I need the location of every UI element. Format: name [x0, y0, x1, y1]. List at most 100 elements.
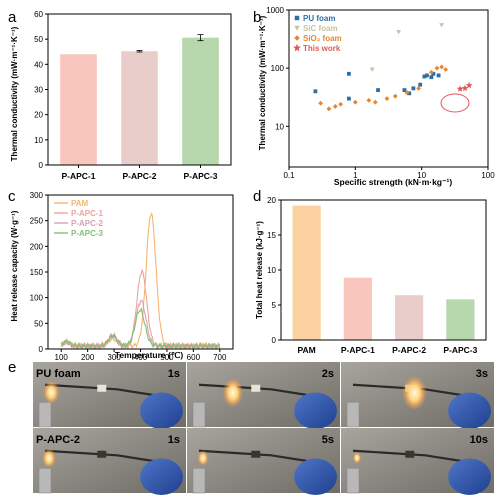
chart-b-xlabel: Specific strength (kN·m·kg⁻¹) — [334, 177, 452, 187]
scatter-point — [418, 82, 423, 87]
photo-time-label: 10s — [470, 434, 488, 446]
sample — [251, 384, 261, 392]
x-tick-label: 600 — [187, 353, 201, 362]
scatter-point — [326, 106, 332, 112]
y-tick-label: 0 — [39, 161, 44, 170]
x-tick-label: P-APC-1 — [61, 171, 95, 181]
y-tick-label: 40 — [34, 60, 43, 69]
chart-b-ylabel: Thermal conductivity (mW·m⁻¹·K⁻¹) — [258, 15, 267, 150]
y-tick-label: 10 — [267, 266, 276, 275]
scatter-point — [372, 99, 378, 105]
y-tick-label: 50 — [34, 35, 43, 44]
burner — [192, 467, 206, 494]
scatter-point — [428, 69, 434, 75]
y-tick-label: 200 — [30, 242, 44, 251]
y-tick-label: 50 — [34, 319, 43, 328]
photo-frame: 5s — [187, 428, 340, 495]
scatter-point — [392, 93, 398, 99]
glove — [140, 458, 183, 495]
sample — [251, 450, 261, 458]
x-tick-label: 100 — [481, 171, 495, 180]
y-tick-label: 1000 — [266, 6, 284, 15]
panel-label-a: a — [8, 9, 17, 26]
bar — [446, 299, 475, 340]
y-tick-label: 20 — [267, 196, 276, 205]
glove — [140, 392, 183, 429]
scatter-point — [434, 65, 440, 71]
x-tick-label: P-APC-2 — [122, 171, 156, 181]
scatter-point — [456, 85, 464, 92]
scatter-point — [332, 104, 338, 109]
y-tick-label: 100 — [30, 294, 44, 303]
scatter-point — [461, 84, 469, 92]
photo-time-label: 1s — [168, 368, 180, 380]
chart-a-ylabel: Thermal conductivity (mW·m⁻¹·K⁻¹) — [10, 26, 19, 161]
legend-label: PAM — [71, 199, 89, 208]
scatter-point — [443, 67, 449, 72]
y-tick-label: 250 — [30, 217, 44, 226]
y-tick-label: 5 — [272, 301, 277, 310]
panel-label-e: e — [8, 359, 16, 376]
series-line — [60, 299, 221, 351]
glove — [294, 458, 337, 495]
burner — [346, 401, 360, 428]
photo-time-label: 2s — [322, 368, 334, 380]
scatter-point — [396, 29, 402, 35]
bar — [60, 54, 97, 166]
scatter-point — [369, 67, 375, 72]
x-tick-label: 500 — [160, 353, 174, 362]
flame — [222, 376, 244, 407]
y-tick-label: 0 — [272, 336, 277, 345]
chart-d-frame — [280, 199, 487, 341]
series-line — [60, 268, 221, 351]
photo-frame: 1s PU foam — [33, 362, 186, 429]
chart-d: Total heat release (kJ·g⁻¹) PAM P-APC-1 P-… — [255, 196, 487, 355]
x-tick-label: 1 — [353, 171, 358, 180]
sample — [405, 450, 415, 458]
y-tick-label: 60 — [34, 10, 43, 19]
flame — [42, 447, 56, 468]
bar — [395, 295, 424, 340]
bar — [292, 205, 321, 340]
scatter-point — [366, 97, 372, 103]
y-tick-label: 150 — [30, 268, 44, 277]
legend-marker — [294, 35, 300, 41]
x-tick-label: 200 — [81, 353, 95, 362]
photo-frame: 10s — [341, 428, 494, 495]
photo-frame: 2s — [187, 362, 340, 429]
scatter-point — [424, 73, 429, 78]
x-tick-label: P-APC-3 — [443, 345, 477, 355]
scatter-point — [411, 86, 416, 91]
scatter-point — [416, 85, 422, 91]
scatter-point — [313, 89, 318, 94]
scatter-point — [431, 71, 436, 76]
burn-test-photos: 1s PU foam 2s 3s 1s P-APC-2 5s 10s — [33, 362, 494, 495]
burner — [192, 401, 206, 428]
scatter-point — [376, 88, 380, 93]
x-tick-label: 700 — [213, 353, 227, 362]
glove — [448, 458, 491, 495]
x-tick-label: 10 — [417, 171, 426, 180]
y-tick-label: 300 — [30, 191, 44, 200]
glove — [294, 392, 337, 429]
x-tick-label: P-APC-3 — [183, 171, 217, 181]
chart-c-frame — [47, 194, 234, 350]
scatter-point — [318, 100, 324, 106]
scatter-point — [338, 101, 344, 107]
x-tick-label: P-APC-2 — [392, 345, 426, 355]
chart-a: Thermal conductivity (mW·m⁻¹·K⁻¹) P-APC-… — [10, 10, 232, 181]
x-tick-label: 300 — [107, 353, 121, 362]
y-tick-label: 10 — [34, 136, 43, 145]
photo-time-label: 3s — [476, 368, 488, 380]
photo-row-label: P-APC-2 — [36, 434, 80, 446]
chart-a-frame — [47, 13, 232, 166]
scatter-point — [346, 96, 351, 101]
legend-marker — [294, 25, 300, 31]
burner — [346, 467, 360, 494]
burner — [38, 467, 52, 494]
y-tick-label: 0 — [39, 345, 44, 354]
legend-label: SiO₂ foam — [303, 34, 342, 43]
photo-time-label: 1s — [168, 434, 180, 446]
scatter-point — [352, 99, 358, 105]
